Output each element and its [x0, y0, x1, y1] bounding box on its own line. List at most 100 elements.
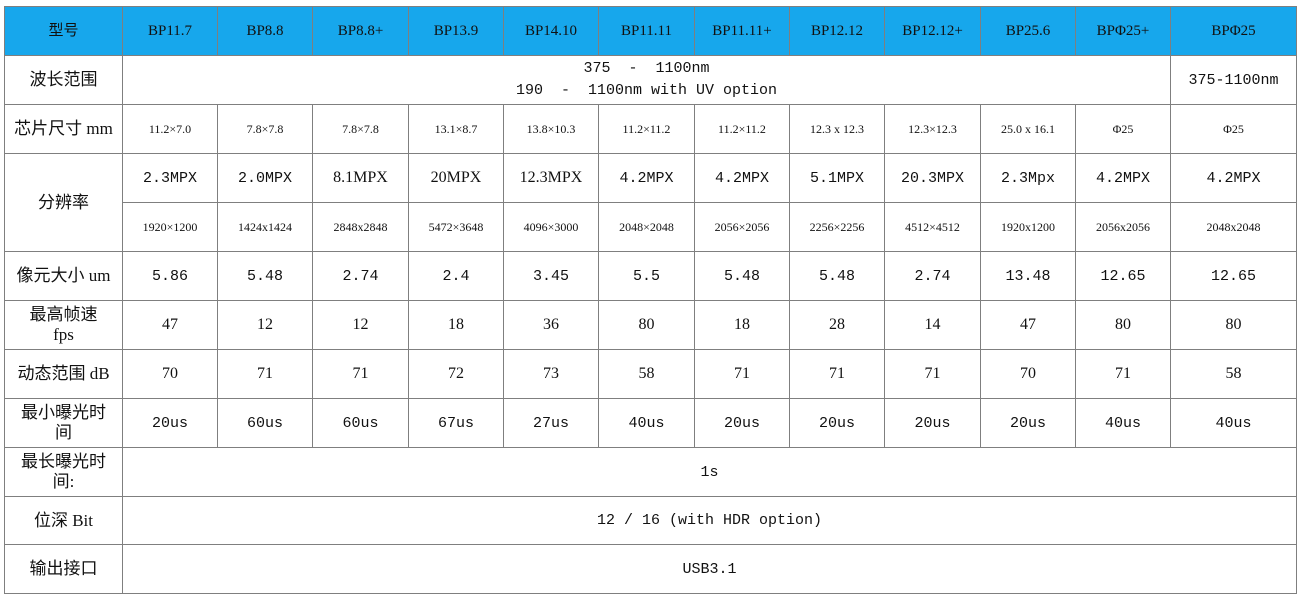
row-label-bit-depth: 位深 Bit: [4, 496, 123, 545]
max-fps-cell: 18: [408, 300, 504, 350]
max-fps-label-line-1: 最高帧速: [29, 305, 98, 324]
max-exposure-label-line-2: 间:: [52, 472, 75, 491]
row-label-chip-size: 芯片尺寸 mm: [4, 104, 123, 154]
chip-size-cell: 11.2×7.0: [122, 104, 218, 154]
wavelength-last: 375-1100nm: [1170, 55, 1297, 105]
resolution-mpx-cell: 2.0MPX: [217, 153, 313, 203]
row-label-dynamic-range: 动态范围 dB: [4, 349, 123, 399]
chip-size-cell: 12.3 x 12.3: [789, 104, 885, 154]
max-fps-cell: 47: [980, 300, 1076, 350]
resolution-pixels-cell: 2256×2256: [789, 202, 885, 252]
model-header: BPΦ25+: [1075, 6, 1171, 56]
pixel-size-cell: 5.48: [694, 251, 790, 301]
pixel-size-cell: 2.74: [312, 251, 409, 301]
resolution-pixels-cell: 2056x2056: [1075, 202, 1171, 252]
model-header: BP12.12+: [884, 6, 981, 56]
chip-size-cell: 12.3×12.3: [884, 104, 981, 154]
chip-size-cell: 11.2×11.2: [598, 104, 695, 154]
wavelength-row: 波长范围 375 - 1100nm 190 - 1100nm with UV o…: [4, 55, 1297, 105]
chip-size-cell: 25.0 x 16.1: [980, 104, 1076, 154]
dynamic-range-cell: 71: [884, 349, 981, 399]
dynamic-range-cell: 71: [694, 349, 790, 399]
row-label-max-exposure: 最长曝光时 间:: [4, 447, 123, 497]
resolution-mpx-cell: 5.1MPX: [789, 153, 885, 203]
min-exposure-cell: 20us: [789, 398, 885, 448]
resolution-pixels-cell: 4512×4512: [884, 202, 981, 252]
dynamic-range-cell: 73: [503, 349, 599, 399]
chip-size-cell: 7.8×7.8: [312, 104, 409, 154]
resolution-mpx-cell: 4.2MPX: [694, 153, 790, 203]
row-label-min-exposure: 最小曝光时 间: [4, 398, 123, 448]
chip-size-cell: 7.8×7.8: [217, 104, 313, 154]
pixel-size-cell: 5.48: [217, 251, 313, 301]
chip-size-cell: 13.8×10.3: [503, 104, 599, 154]
pixel-size-row: 像元大小 um 5.86 5.48 2.74 2.4 3.45 5.5 5.48…: [4, 251, 1297, 301]
resolution-pixels-cell: 2056×2056: [694, 202, 790, 252]
resolution-pixels-cell: 2048x2048: [1170, 202, 1297, 252]
min-exposure-cell: 40us: [598, 398, 695, 448]
resolution-pixels-cell: 1920×1200: [122, 202, 218, 252]
min-exposure-label-line-2: 间: [55, 423, 72, 442]
dynamic-range-cell: 58: [1170, 349, 1297, 399]
wavelength-value: 375 - 1100nm 190 - 1100nm with UV option: [122, 55, 1171, 105]
row-label-max-fps: 最高帧速 fps: [4, 300, 123, 350]
dynamic-range-cell: 71: [312, 349, 409, 399]
resolution-pixels-cell: 1424x1424: [217, 202, 313, 252]
interface-value: USB3.1: [122, 544, 1297, 594]
pixel-size-cell: 5.86: [122, 251, 218, 301]
min-exposure-cell: 20us: [694, 398, 790, 448]
model-header: BP13.9: [408, 6, 504, 56]
min-exposure-cell: 40us: [1170, 398, 1297, 448]
resolution-mpx-cell: 8.1MPX: [312, 153, 409, 203]
resolution-pixels-cell: 5472×3648: [408, 202, 504, 252]
max-fps-cell: 28: [789, 300, 885, 350]
min-exposure-row: 最小曝光时 间 20us 60us 60us 67us 27us 40us 20…: [4, 398, 1297, 448]
min-exposure-label-line-1: 最小曝光时: [21, 403, 106, 422]
model-header: BP11.11: [598, 6, 695, 56]
resolution-pixels-cell: 2048×2048: [598, 202, 695, 252]
model-header: BP8.8: [217, 6, 313, 56]
model-header: BP12.12: [789, 6, 885, 56]
dynamic-range-row: 动态范围 dB 70 71 71 72 73 58 71 71 71 70 71…: [4, 349, 1297, 399]
resolution-pixels-cell: 4096×3000: [503, 202, 599, 252]
resolution-mpx-cell: 4.2MPX: [1075, 153, 1171, 203]
dynamic-range-cell: 70: [980, 349, 1076, 399]
bit-depth-value: 12 / 16 (with HDR option): [122, 496, 1297, 545]
model-header: BP11.7: [122, 6, 218, 56]
pixel-size-cell: 2.74: [884, 251, 981, 301]
chip-size-cell: Φ25: [1075, 104, 1171, 154]
model-header: BP11.11+: [694, 6, 790, 56]
interface-row: 输出接口 USB3.1: [4, 544, 1297, 594]
max-fps-cell: 12: [217, 300, 313, 350]
max-exposure-value: 1s: [122, 447, 1297, 497]
wavelength-line-2: 190 - 1100nm with UV option: [515, 82, 778, 99]
row-label-wavelength: 波长范围: [4, 55, 123, 105]
dynamic-range-cell: 71: [789, 349, 885, 399]
dynamic-range-cell: 72: [408, 349, 504, 399]
resolution-mpx-cell: 4.2MPX: [1170, 153, 1297, 203]
resolution-pixels-cell: 2848x2848: [312, 202, 409, 252]
resolution-mpx-row: 分辨率 2.3MPX 2.0MPX 8.1MPX 20MPX 12.3MPX 4…: [4, 153, 1297, 252]
dynamic-range-cell: 70: [122, 349, 218, 399]
resolution-mpx-cell: 12.3MPX: [503, 153, 599, 203]
resolution-mpx-cell: 4.2MPX: [598, 153, 695, 203]
header-row: 型号 BP11.7 BP8.8 BP8.8+ BP13.9 BP14.10 BP…: [4, 6, 1297, 56]
dynamic-range-cell: 71: [217, 349, 313, 399]
resolution-pixels-cell: 1920x1200: [980, 202, 1076, 252]
pixel-size-cell: 12.65: [1075, 251, 1171, 301]
max-fps-cell: 47: [122, 300, 218, 350]
min-exposure-cell: 60us: [217, 398, 313, 448]
max-fps-cell: 12: [312, 300, 409, 350]
chip-size-cell: 11.2×11.2: [694, 104, 790, 154]
dynamic-range-cell: 58: [598, 349, 695, 399]
max-exposure-label-line-1: 最长曝光时: [21, 452, 106, 471]
max-fps-cell: 14: [884, 300, 981, 350]
min-exposure-cell: 20us: [884, 398, 981, 448]
max-fps-row: 最高帧速 fps 47 12 12 18 36 80 18 28 14 47 8…: [4, 300, 1297, 350]
min-exposure-cell: 27us: [503, 398, 599, 448]
model-header: BP25.6: [980, 6, 1076, 56]
min-exposure-cell: 60us: [312, 398, 409, 448]
pixel-size-cell: 5.48: [789, 251, 885, 301]
chip-size-cell: 13.1×8.7: [408, 104, 504, 154]
dynamic-range-cell: 71: [1075, 349, 1171, 399]
